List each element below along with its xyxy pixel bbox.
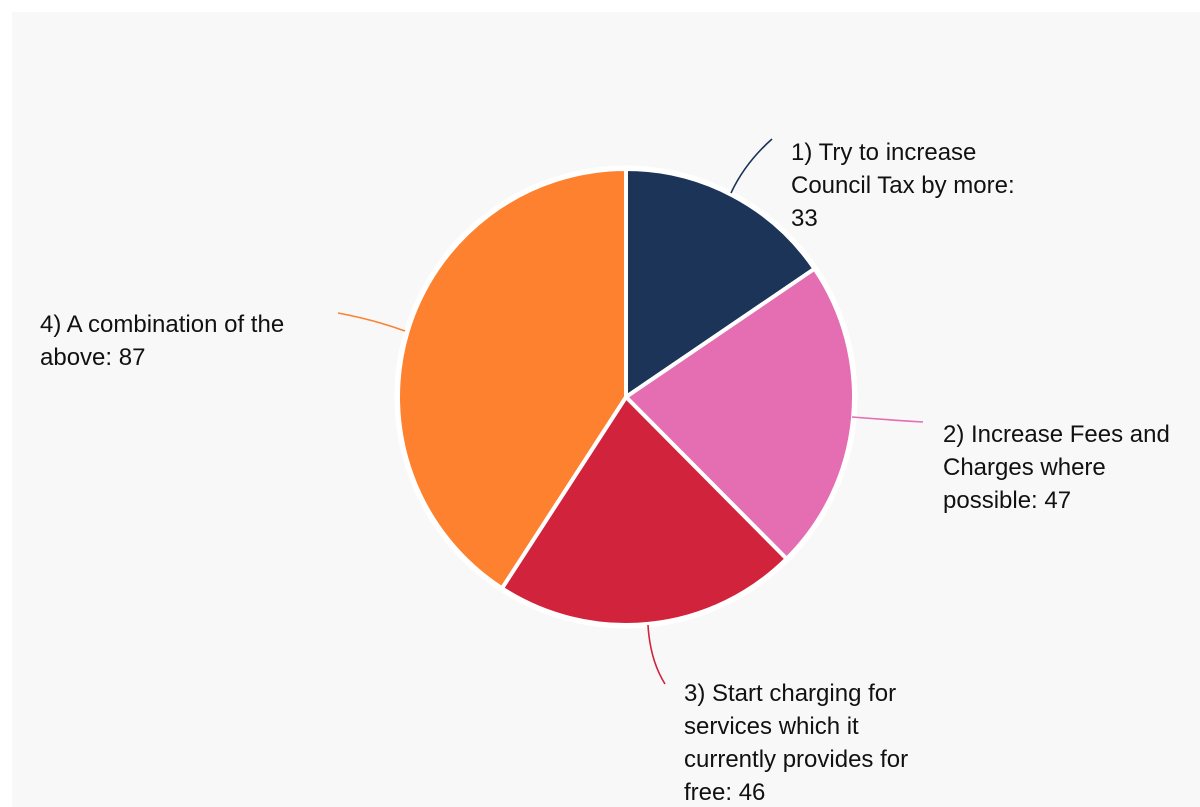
- pie-slices: [394, 165, 858, 629]
- slice-label-3-line-2: services which it: [684, 713, 859, 740]
- slice-label-1-line-1: 1) Try to increase: [791, 139, 976, 166]
- pie-slice-2: [624, 266, 856, 561]
- slice-label-3-line-4: free: 46: [684, 779, 765, 806]
- pie-slice-4: [396, 167, 628, 591]
- label-connector-1: [730, 138, 773, 194]
- slice-label-3-line-3: currently provides for: [684, 746, 908, 773]
- slice-label-4-line-1: 4) A combination of the: [40, 311, 284, 338]
- slice-label-2-line-3: possible: 47: [943, 487, 1071, 514]
- slice-label-2-line-1: 2) Increase Fees and: [943, 421, 1170, 448]
- pie-slice-1: [624, 167, 817, 399]
- slice-label-1: 1) Try to increase Council Tax by more: 33: [791, 139, 1015, 232]
- label-connector-3: [647, 624, 666, 685]
- pie-slice-3: [499, 395, 789, 627]
- slice-label-3: 3) Start charging for services which it cu…: [684, 680, 908, 806]
- slice-label-4-line-2: above: 87: [40, 344, 145, 371]
- slice-label-2-line-2: Charges where: [943, 454, 1106, 481]
- pie-outline: [394, 165, 858, 629]
- slice-label-1-line-3: 33: [791, 205, 818, 232]
- slice-label-2: 2) Increase Fees and Charges where possibl…: [943, 421, 1170, 514]
- label-connector-4: [337, 312, 406, 332]
- slice-label-4: 4) A combination of the above: 87: [40, 311, 284, 371]
- label-connector-2: [851, 416, 924, 423]
- slice-label-3-line-1: 3) Start charging for: [684, 680, 896, 707]
- slice-label-1-line-2: Council Tax by more:: [791, 172, 1015, 199]
- label-connectors: [337, 138, 924, 685]
- slice-labels: 1) Try to increase Council Tax by more: 33…: [40, 139, 1170, 806]
